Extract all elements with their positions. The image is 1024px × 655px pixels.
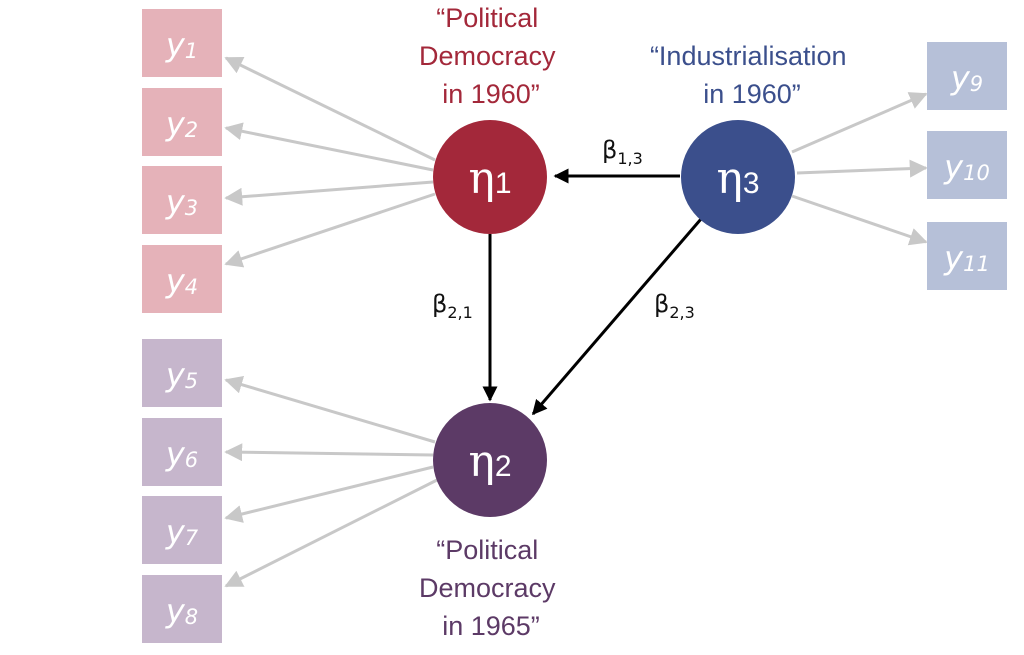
loading-arrow bbox=[791, 92, 928, 154]
svg-text:y1: y1 bbox=[165, 26, 198, 64]
latent-sub: 1 bbox=[495, 167, 512, 200]
indicator-sub: 1 bbox=[185, 39, 198, 63]
caption-eta2: “Political Democracy in 1965” bbox=[419, 535, 563, 641]
loading-arrow bbox=[224, 478, 438, 588]
beta-sub: 2,3 bbox=[669, 303, 694, 322]
path-arrow-beta-2-3 bbox=[531, 218, 703, 416]
loading-arrows-eta1 bbox=[224, 56, 436, 268]
indicator-sub: 5 bbox=[185, 369, 198, 393]
indicator-base: y bbox=[165, 513, 186, 551]
indicator-base: y bbox=[165, 26, 186, 64]
caption-line: in 1960” bbox=[442, 79, 540, 109]
beta-label-2-3: β2,3 bbox=[654, 290, 695, 322]
indicator-base: y bbox=[165, 435, 186, 473]
svg-text:y10: y10 bbox=[943, 148, 990, 186]
svg-text:y2: y2 bbox=[165, 105, 198, 143]
latent-eta1: η1 bbox=[433, 120, 547, 234]
caption-line: in 1965” bbox=[442, 611, 540, 641]
loading-arrow bbox=[224, 56, 436, 162]
indicator-base: y bbox=[165, 105, 186, 143]
indicator-sub: 8 bbox=[185, 605, 198, 629]
latent-sub: 2 bbox=[495, 450, 512, 483]
svg-text:y5: y5 bbox=[165, 356, 198, 394]
indicator-y7: y7 bbox=[142, 496, 222, 564]
loading-arrow bbox=[224, 192, 436, 268]
caption-line: Democracy bbox=[419, 41, 556, 71]
svg-text:η3: η3 bbox=[716, 153, 759, 204]
indicator-sub: 9 bbox=[970, 72, 983, 96]
svg-text:y11: y11 bbox=[943, 239, 990, 277]
latent-symbol: η bbox=[468, 436, 494, 487]
indicator-y3: y3 bbox=[142, 166, 222, 234]
svg-text:y8: y8 bbox=[165, 592, 198, 630]
indicator-sub: 7 bbox=[185, 526, 199, 550]
loading-arrow bbox=[791, 194, 928, 246]
svg-text:y6: y6 bbox=[165, 435, 198, 473]
latent-symbol: η bbox=[716, 153, 742, 204]
caption-line: in 1960” bbox=[703, 79, 801, 109]
loading-arrow bbox=[224, 122, 434, 172]
indicator-sub: 6 bbox=[185, 448, 198, 472]
beta-sub: 1,3 bbox=[617, 149, 642, 168]
loading-arrow bbox=[224, 180, 434, 206]
beta-label-2-1: β2,1 bbox=[432, 290, 473, 322]
indicator-y5: y5 bbox=[142, 339, 222, 407]
latent-sub: 3 bbox=[743, 167, 760, 200]
beta-symbol: β bbox=[432, 290, 447, 318]
indicator-base: y bbox=[165, 262, 186, 300]
indicator-y4: y4 bbox=[142, 245, 222, 313]
indicator-y8: y8 bbox=[142, 575, 222, 643]
svg-text:η2: η2 bbox=[468, 436, 511, 487]
svg-text:y3: y3 bbox=[165, 183, 198, 221]
beta-symbol: β bbox=[654, 290, 669, 318]
caption-line: “Political bbox=[436, 3, 538, 33]
loading-arrow bbox=[796, 159, 928, 178]
caption-eta1: “Political Democracy in 1960” bbox=[419, 3, 563, 109]
caption-eta3: “Industrialisation in 1960” bbox=[650, 41, 854, 109]
indicator-y10: y10 bbox=[927, 131, 1007, 199]
indicator-sub: 4 bbox=[185, 275, 198, 299]
indicator-base: y bbox=[165, 592, 186, 630]
beta-label-1-3: β1,3 bbox=[602, 136, 643, 168]
loading-arrow bbox=[224, 465, 434, 523]
svg-text:y9: y9 bbox=[950, 59, 983, 97]
loading-arrow bbox=[224, 375, 436, 444]
indicator-base: y bbox=[943, 239, 964, 277]
indicator-base: y bbox=[165, 183, 186, 221]
caption-line: Democracy bbox=[419, 573, 556, 603]
indicator-base: y bbox=[165, 356, 186, 394]
indicator-y9: y9 bbox=[927, 42, 1007, 110]
indicator-y2: y2 bbox=[142, 88, 222, 156]
beta-sub: 2,1 bbox=[447, 303, 472, 322]
indicator-y6: y6 bbox=[142, 418, 222, 486]
latent-eta2: η2 bbox=[433, 403, 547, 517]
svg-text:y4: y4 bbox=[165, 262, 198, 300]
latent-symbol: η bbox=[468, 153, 494, 204]
indicator-sub: 11 bbox=[963, 252, 990, 276]
beta-symbol: β bbox=[602, 136, 617, 164]
caption-line: “Political bbox=[436, 535, 538, 565]
svg-text:η1: η1 bbox=[468, 153, 511, 204]
latent-eta3: η3 bbox=[681, 120, 795, 234]
caption-line: “Industrialisation bbox=[650, 41, 847, 71]
indicator-base: y bbox=[950, 59, 971, 97]
loading-arrows-eta2 bbox=[224, 375, 438, 588]
indicator-base: y bbox=[943, 148, 964, 186]
indicator-y11: y11 bbox=[927, 222, 1007, 290]
svg-text:y7: y7 bbox=[165, 513, 199, 551]
loading-arrows-eta3 bbox=[791, 92, 928, 246]
loading-arrow bbox=[224, 443, 434, 462]
indicator-y1: y1 bbox=[142, 9, 222, 77]
indicator-sub: 10 bbox=[963, 161, 990, 185]
indicator-sub: 3 bbox=[185, 196, 198, 220]
indicator-sub: 2 bbox=[185, 118, 198, 142]
